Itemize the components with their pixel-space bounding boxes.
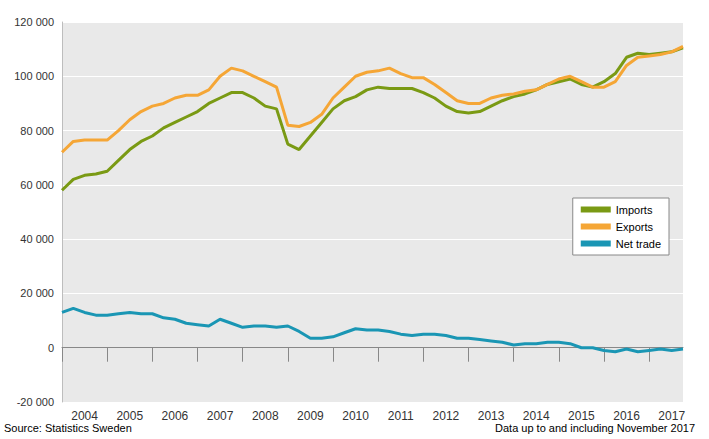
svg-text:2010: 2010 — [342, 409, 369, 423]
svg-text:60 000: 60 000 — [20, 179, 54, 191]
svg-text:2016: 2016 — [613, 409, 640, 423]
svg-text:120 000: 120 000 — [14, 16, 54, 28]
svg-text:Exports: Exports — [616, 221, 654, 233]
svg-text:Source: Statistics Sweden: Source: Statistics Sweden — [4, 422, 132, 434]
svg-text:80 000: 80 000 — [20, 125, 54, 137]
svg-text:2004: 2004 — [71, 409, 98, 423]
svg-text:2006: 2006 — [162, 409, 189, 423]
svg-text:2011: 2011 — [388, 409, 414, 423]
svg-text:-20 000: -20 000 — [17, 396, 54, 408]
svg-text:100 000: 100 000 — [14, 70, 54, 82]
svg-text:2014: 2014 — [523, 409, 550, 423]
svg-text:Imports: Imports — [616, 204, 653, 216]
svg-text:2008: 2008 — [252, 409, 279, 423]
svg-text:Net trade: Net trade — [616, 238, 661, 250]
svg-text:2005: 2005 — [116, 409, 143, 423]
svg-text:Data up to and including Novem: Data up to and including November 2017 — [495, 422, 695, 434]
svg-text:2009: 2009 — [297, 409, 324, 423]
svg-text:2013: 2013 — [478, 409, 505, 423]
svg-text:2007: 2007 — [207, 409, 234, 423]
svg-text:40 000: 40 000 — [20, 233, 54, 245]
svg-text:2017: 2017 — [658, 409, 685, 423]
svg-text:2015: 2015 — [568, 409, 595, 423]
svg-text:2012: 2012 — [433, 409, 460, 423]
svg-text:0: 0 — [48, 342, 54, 354]
svg-text:20 000: 20 000 — [20, 287, 54, 299]
